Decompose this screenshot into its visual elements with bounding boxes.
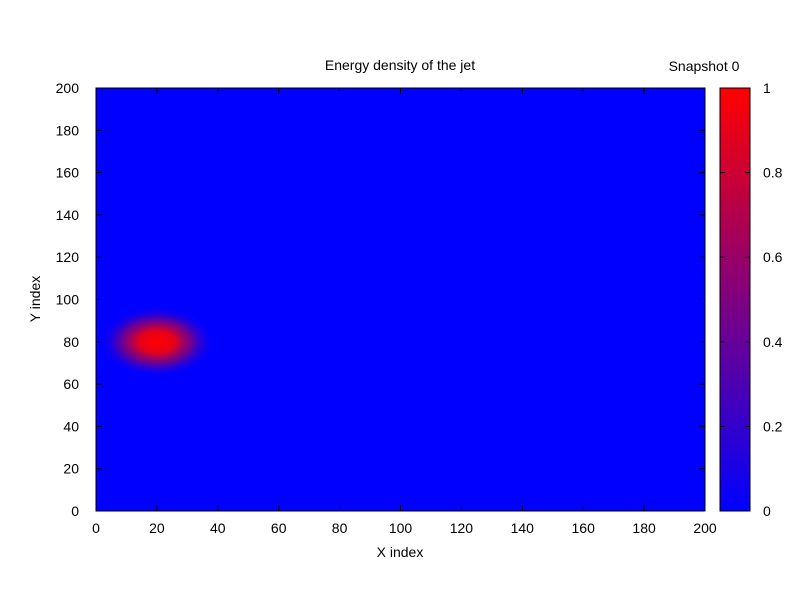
y-tick-label: 120 <box>56 249 80 265</box>
x-tick-label: 180 <box>632 520 656 536</box>
heatmap-background <box>96 88 705 511</box>
colorbar-gradient <box>719 87 751 512</box>
x-tick-label: 200 <box>693 520 717 536</box>
x-tick-label: 40 <box>210 520 226 536</box>
colorbar: 0 0.2 0.4 0.6 0.8 1 <box>719 80 783 519</box>
colorbar-tick-label: 0.6 <box>763 249 783 265</box>
x-tick-label: 80 <box>332 520 348 536</box>
plot-area <box>95 87 706 512</box>
colorbar-tick-label: 0.2 <box>763 418 783 434</box>
colorbar-tick-label: 1 <box>763 80 771 96</box>
y-tick-label: 20 <box>63 461 79 477</box>
y-tick-label: 60 <box>63 376 79 392</box>
y-tick-label: 140 <box>56 207 80 223</box>
y-tick-label: 160 <box>56 165 80 181</box>
x-tick-label: 100 <box>389 520 413 536</box>
snapshot-label: Snapshot 0 <box>669 58 740 74</box>
y-tick-label: 80 <box>63 334 79 350</box>
x-tick-label: 120 <box>450 520 474 536</box>
x-tick-label: 0 <box>92 520 100 536</box>
y-tick-label: 0 <box>71 503 79 519</box>
colorbar-ticks: 0 0.2 0.4 0.6 0.8 1 <box>720 80 783 519</box>
colorbar-tick-label: 0 <box>763 503 771 519</box>
chart-title: Energy density of the jet <box>325 57 475 73</box>
y-tick-label: 180 <box>56 122 80 138</box>
y-tick-label: 100 <box>56 292 80 308</box>
colorbar-tick-label: 0.4 <box>763 334 783 350</box>
x-tick-label: 20 <box>149 520 165 536</box>
x-tick-label: 160 <box>572 520 596 536</box>
y-tick-label: 40 <box>63 418 79 434</box>
x-tick-label: 140 <box>511 520 535 536</box>
x-axis-ticks: 0 20 40 60 80 100 120 140 160 180 200 <box>92 88 717 536</box>
x-tick-label: 60 <box>271 520 287 536</box>
x-axis-label: X index <box>377 544 424 560</box>
y-axis-ticks: 0 20 40 60 80 100 120 140 160 180 200 <box>56 80 705 519</box>
colorbar-tick-label: 0.8 <box>763 165 783 181</box>
energy-hotspot <box>98 305 216 378</box>
y-axis-label: Y index <box>27 276 43 322</box>
y-tick-label: 200 <box>56 80 80 96</box>
